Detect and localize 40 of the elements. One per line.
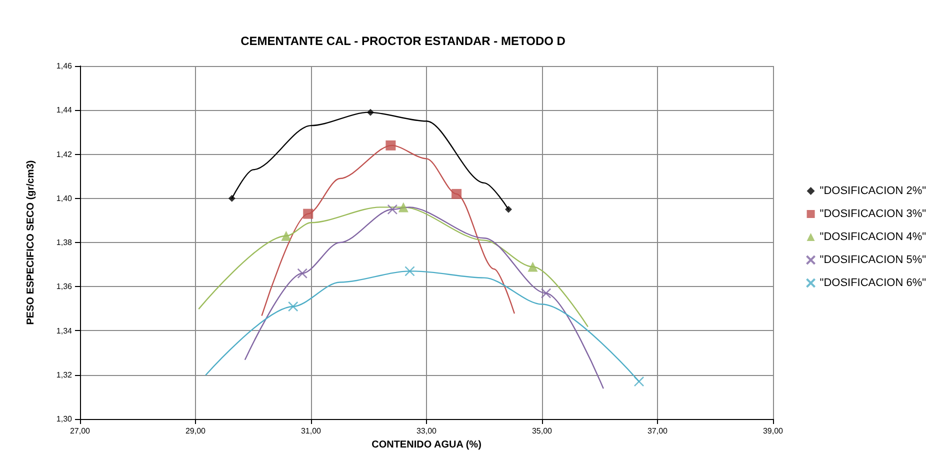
point (404, 266, 415, 276)
point (297, 268, 308, 279)
point (281, 230, 292, 241)
y-axis-title: PESO ESPECIFICO SECO (gr/cm3) (26, 160, 36, 325)
y-tick-label: 1,36 (56, 282, 73, 292)
y-tick-label: 1,32 (56, 370, 73, 380)
y-tick-label: 1,38 (56, 238, 73, 247)
y-tick-label: 1,42 (56, 150, 73, 159)
y-tick-label: 1,46 (56, 62, 73, 70)
x-tick-label: 37,00 (647, 426, 668, 436)
line-series (205, 270, 640, 382)
y-tick-label: 1,44 (56, 106, 73, 115)
x-tick-label: 33,00 (416, 426, 438, 436)
point (452, 188, 462, 199)
x-axis-title: CONTENIDO AGUA (%) (372, 439, 482, 450)
y-tick-label: 1,30 (56, 414, 73, 424)
y-tick-label: 1,34 (56, 326, 73, 336)
point (386, 140, 396, 150)
point (387, 204, 398, 215)
point (366, 108, 374, 116)
y-tick-label: 1,40 (56, 194, 73, 203)
point (634, 376, 644, 387)
legend-label: "DOSIFICACION 3%" (820, 208, 926, 220)
legend-label: "DOSIFICACION 4%" (820, 231, 926, 243)
x-tick-label: 27,00 (70, 426, 91, 436)
point (540, 288, 552, 298)
point (398, 202, 408, 212)
x-tick-label: 31,00 (300, 426, 322, 436)
chart-title: CEMENTANTE CAL - PROCTOR ESTANDAR - METODO D (240, 34, 566, 48)
point (288, 301, 298, 312)
point (228, 194, 236, 202)
point (528, 262, 538, 272)
legend-label: "DOSIFICACION 5%" (820, 254, 926, 266)
point (505, 206, 512, 213)
x-tick-label: 29,00 (185, 426, 206, 436)
x-tick-label: 39,00 (762, 426, 784, 436)
x-tick-label: 35,00 (532, 426, 553, 436)
point (303, 208, 314, 219)
legend-label: "DOSIFICACION 6%" (820, 277, 926, 289)
legend-label: "DOSIFICACION 2%" (820, 185, 926, 197)
